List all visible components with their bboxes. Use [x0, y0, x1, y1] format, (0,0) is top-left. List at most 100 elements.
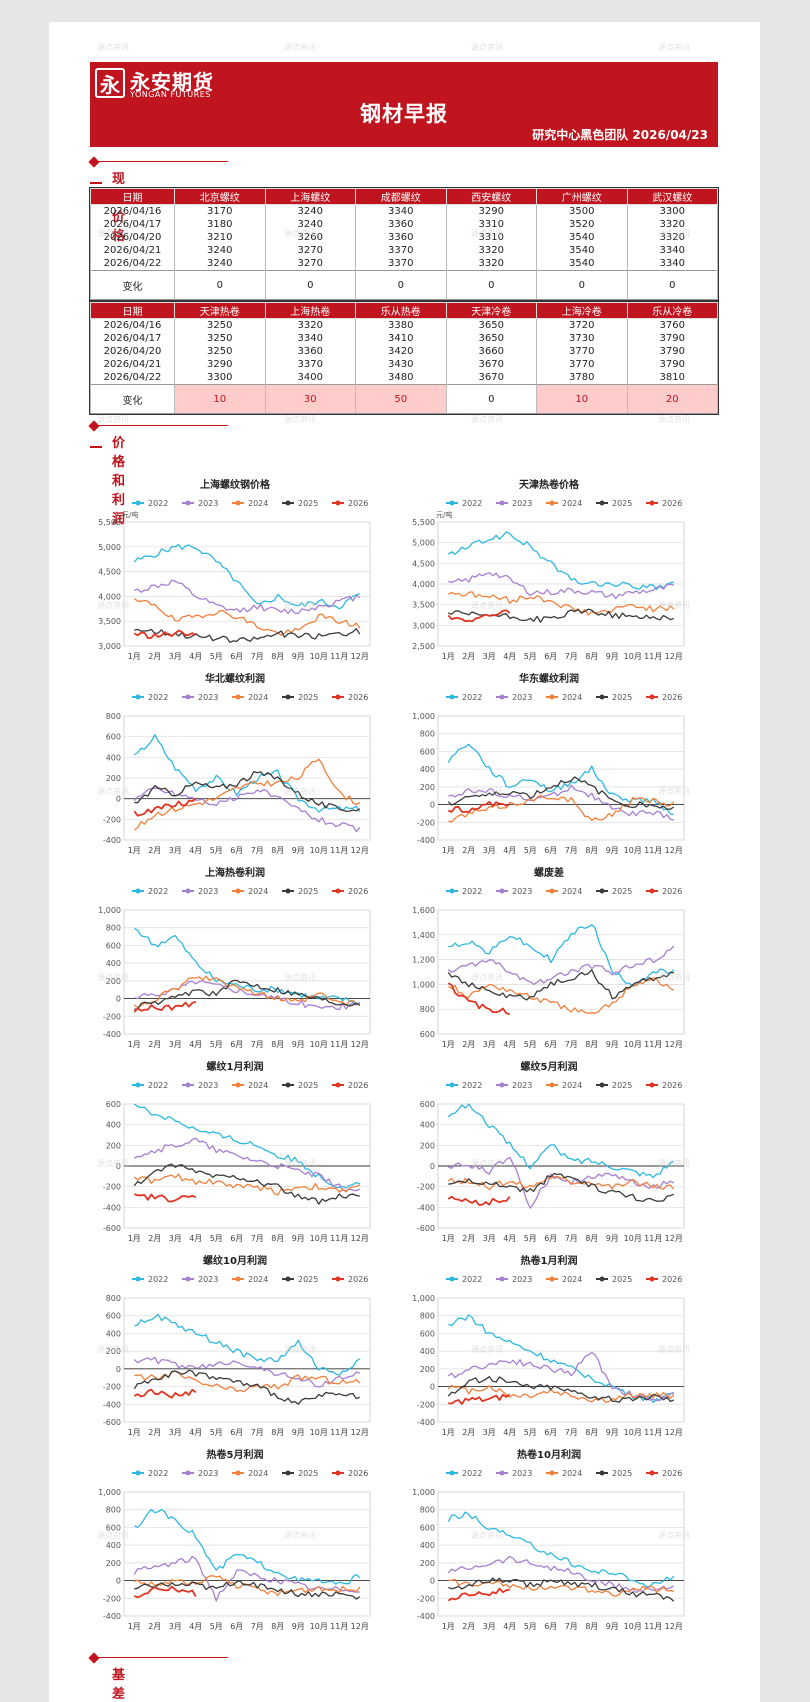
series-line-2026 — [447, 1195, 511, 1206]
table-row: 2026/04/20 3250 3360 3420 3660 3770 3790 — [90, 345, 718, 358]
legend-label: 2026 — [662, 1275, 682, 1284]
legend-item: 2024 — [232, 1081, 268, 1090]
legend-label: 2023 — [512, 499, 532, 508]
series-line-2024 — [133, 975, 360, 1009]
x-tick-label: 12月 — [351, 846, 369, 855]
chart-title: 热卷5月利润 — [207, 1448, 264, 1461]
table-cell: 3300 — [174, 371, 266, 385]
y-tick-label: 200 — [106, 1347, 121, 1356]
x-tick-label: 6月 — [230, 1428, 243, 1437]
series-line-2025 — [447, 776, 675, 810]
watermark-text: 源点资讯 — [471, 43, 503, 52]
x-tick-label: 12月 — [351, 652, 369, 661]
x-tick-label: 12月 — [665, 1040, 683, 1049]
chart-title: 上海热卷利润 — [205, 866, 265, 879]
table-header-cell: 日期 — [90, 302, 175, 319]
x-tick-label: 8月 — [271, 1622, 284, 1631]
chart-title: 螺纹1月利润 — [207, 1060, 264, 1073]
x-tick-label: 1月 — [128, 1622, 141, 1631]
x-tick-label: 3月 — [169, 652, 182, 661]
table-cell: 3300 — [626, 204, 718, 218]
watermark-text: 源点资讯 — [658, 973, 690, 982]
legend-label: 2023 — [198, 1081, 218, 1090]
legend-item: 2025 — [596, 499, 632, 508]
series-line-2026 — [447, 800, 511, 813]
legend-item: 2022 — [446, 1469, 482, 1478]
x-tick-label: 5月 — [524, 1040, 537, 1049]
table-cell: 3430 — [355, 358, 447, 371]
x-tick-label: 3月 — [169, 1234, 182, 1243]
legend-item: 2026 — [332, 1275, 368, 1284]
legend-item: 2023 — [496, 1469, 532, 1478]
table-cell: 3340 — [355, 204, 447, 218]
rebar-spot-table: 日期 北京螺纹 上海螺纹 成都螺纹 西安螺纹 广州螺纹 武汉螺纹 2026/04/16 317… — [89, 187, 719, 301]
y-tick-label: 200 — [106, 1141, 121, 1150]
watermark-text: 源点资讯 — [284, 601, 316, 610]
legend-label: 2026 — [348, 499, 368, 508]
x-tick-label: 1月 — [442, 1428, 455, 1437]
legend-label: 2024 — [248, 693, 268, 702]
table-cell: 3340 — [264, 332, 356, 345]
table-cell: 3660 — [445, 345, 537, 358]
y-tick-label: -200 — [103, 1383, 121, 1392]
x-tick-label: 6月 — [544, 1040, 557, 1049]
series-line-2024 — [448, 591, 675, 616]
watermark-text: 源点资讯 — [658, 415, 690, 424]
x-tick-label: 6月 — [544, 1428, 557, 1437]
x-tick-label: 8月 — [585, 1040, 598, 1049]
table-cell: 3670 — [445, 371, 537, 385]
y-tick-label: 800 — [106, 712, 121, 721]
x-tick-label: 4月 — [503, 846, 516, 855]
chart-title: 螺纹5月利润 — [521, 1060, 578, 1073]
legend-item: 2026 — [332, 1469, 368, 1478]
x-tick-label: 12月 — [351, 1234, 369, 1243]
series-line-2023 — [447, 1555, 675, 1594]
legend-item: 2026 — [332, 1081, 368, 1090]
y-tick-label: 0 — [116, 1577, 121, 1586]
watermark-text: 源点资讯 — [97, 229, 129, 238]
y-tick-label: 400 — [106, 1329, 121, 1338]
series-line-2025 — [133, 1163, 360, 1205]
table-cell: 3270 — [264, 257, 356, 271]
watermark-text: 源点资讯 — [97, 787, 129, 796]
x-tick-label: 9月 — [292, 1234, 305, 1243]
x-tick-label: 10月 — [624, 1622, 642, 1631]
table-cell: 2026/04/20 — [90, 231, 175, 244]
watermark-text: 源点资讯 — [658, 601, 690, 610]
x-tick-label: 11月 — [330, 1428, 348, 1437]
watermark-text: 源点资讯 — [471, 973, 503, 982]
x-tick-label: 9月 — [292, 1040, 305, 1049]
x-tick-label: 10月 — [310, 1622, 328, 1631]
table-cell: 2026/04/20 — [90, 345, 175, 358]
series-line-2026 — [133, 1001, 197, 1013]
x-tick-label: 3月 — [483, 1428, 496, 1437]
x-tick-label: 1月 — [128, 1040, 141, 1049]
table-cell: 3360 — [264, 345, 356, 358]
report-subtitle: 研究中心黑色团队 2026/04/23 — [532, 128, 708, 142]
y-tick-label: 3,500 — [98, 617, 121, 626]
watermark-text: 源点资讯 — [658, 1345, 690, 1354]
x-tick-label: 8月 — [271, 1040, 284, 1049]
y-tick-label: 800 — [420, 730, 435, 739]
legend-item: 2026 — [646, 1275, 682, 1284]
y-tick-label: 800 — [106, 1294, 121, 1303]
legend-label: 2025 — [612, 693, 632, 702]
change-cell: 10 — [174, 384, 266, 414]
x-tick-label: 11月 — [644, 1234, 662, 1243]
series-line-2025 — [447, 969, 674, 1001]
legend-label: 2025 — [298, 1275, 318, 1284]
legend-label: 2025 — [298, 1081, 318, 1090]
table-cell: 3290 — [445, 204, 537, 218]
x-tick-label: 3月 — [169, 846, 182, 855]
y-tick-label: -400 — [417, 1203, 435, 1212]
legend-label: 2026 — [348, 693, 368, 702]
x-tick-label: 4月 — [503, 1622, 516, 1631]
series-line-2023 — [448, 572, 674, 600]
x-tick-label: 6月 — [230, 1622, 243, 1631]
legend-item: 2024 — [546, 1469, 582, 1478]
report-page: 永 永安期货 YONGAN FUTURES 钢材早报 研究中心黑色团队 2026… — [49, 22, 760, 1702]
legend-label: 2026 — [662, 499, 682, 508]
change-cell: 0 — [174, 270, 266, 300]
table-header-cell: 成都螺纹 — [355, 188, 447, 205]
x-tick-label: 2月 — [462, 1428, 475, 1437]
